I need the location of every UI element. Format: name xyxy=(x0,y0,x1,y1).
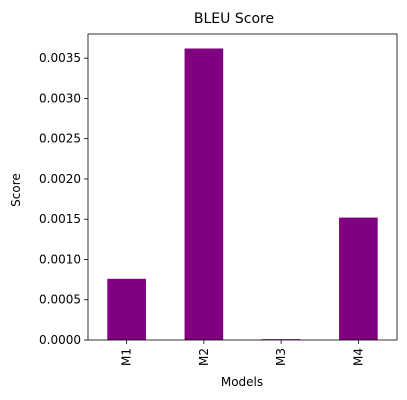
x-tick-label-M3: M3 xyxy=(274,348,288,366)
y-tick-label: 0.0000 xyxy=(39,333,81,347)
bar-M3 xyxy=(261,339,301,340)
x-tick-label-M2: M2 xyxy=(197,348,211,366)
bar-M2 xyxy=(184,48,224,340)
y-tick-label: 0.0010 xyxy=(39,252,81,266)
y-tick-label: 0.0025 xyxy=(39,132,81,146)
y-tick-label: 0.0030 xyxy=(39,91,81,105)
y-tick-label: 0.0005 xyxy=(39,293,81,307)
y-tick-label: 0.0035 xyxy=(39,51,81,65)
axes-frame xyxy=(87,33,398,341)
y-tick-label: 0.0015 xyxy=(39,212,81,226)
y-tick-label: 0.0020 xyxy=(39,172,81,186)
y-axis-label: Score xyxy=(9,173,23,207)
x-axis-label: Models xyxy=(221,375,263,389)
bar-M1 xyxy=(107,278,146,340)
bar-M4 xyxy=(339,217,378,340)
x-tick-label-M1: M1 xyxy=(120,348,134,366)
chart-title: BLEU Score xyxy=(194,11,274,27)
x-tick-label-M4: M4 xyxy=(351,348,365,366)
plot-area: M1 M2 M3 M4 0.0000 0.0005 0.0010 0.0015 0.0020 0.… xyxy=(39,33,398,366)
